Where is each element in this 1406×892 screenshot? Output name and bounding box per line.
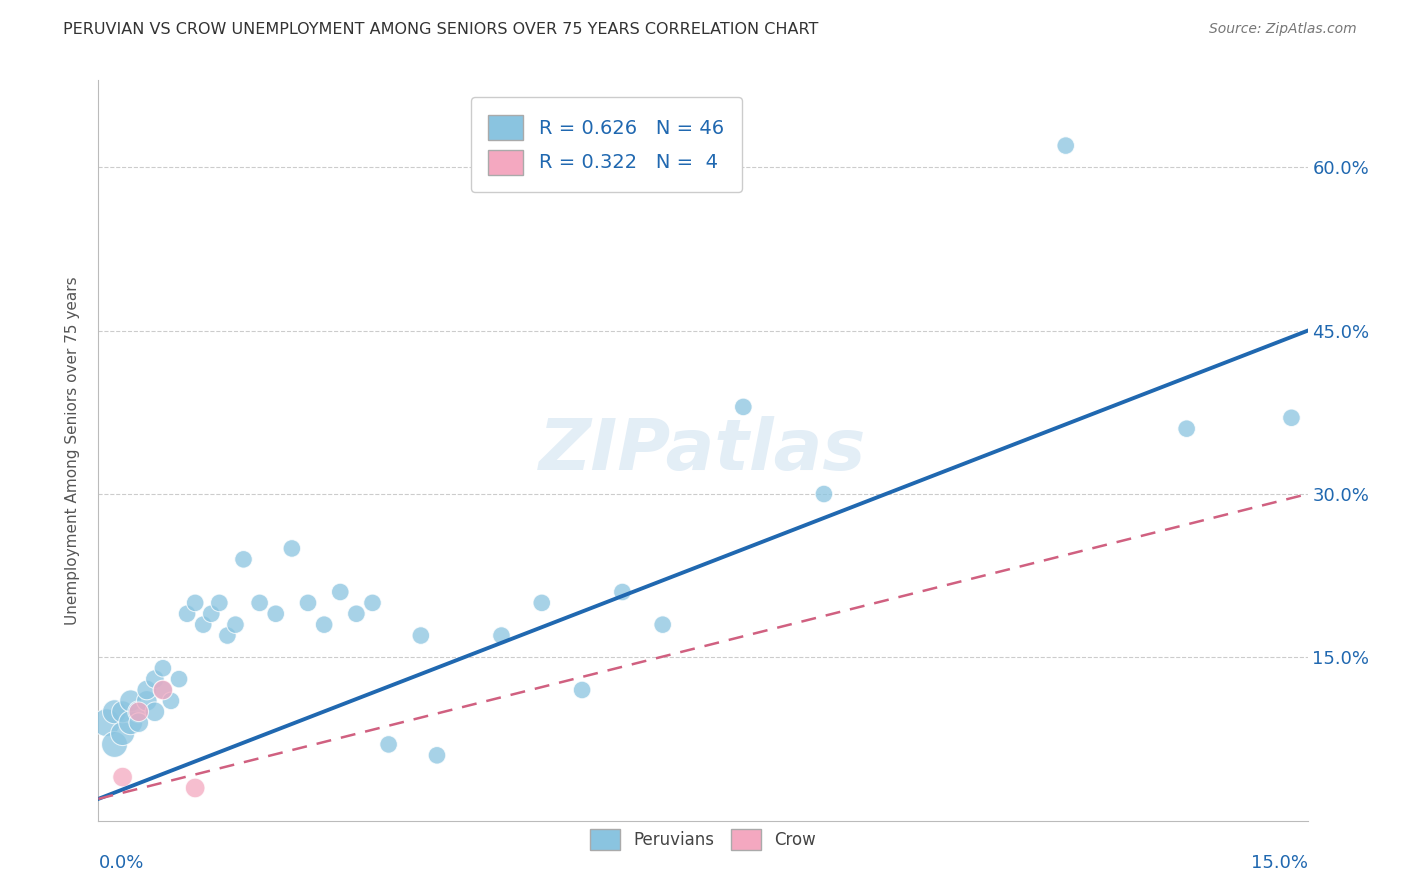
Legend: Peruvians, Crow: Peruvians, Crow — [583, 822, 823, 856]
Point — [160, 694, 183, 708]
Point — [491, 628, 513, 642]
Text: ZIPatlas: ZIPatlas — [540, 416, 866, 485]
Point — [409, 628, 432, 642]
Point — [612, 585, 634, 599]
Point — [103, 705, 125, 719]
Point — [128, 705, 150, 719]
Point — [143, 705, 166, 719]
Point — [208, 596, 231, 610]
Point — [135, 694, 157, 708]
Point — [733, 400, 755, 414]
Point — [361, 596, 384, 610]
Text: Source: ZipAtlas.com: Source: ZipAtlas.com — [1209, 22, 1357, 37]
Point — [571, 683, 593, 698]
Text: PERUVIAN VS CROW UNEMPLOYMENT AMONG SENIORS OVER 75 YEARS CORRELATION CHART: PERUVIAN VS CROW UNEMPLOYMENT AMONG SENI… — [63, 22, 818, 37]
Point — [143, 672, 166, 686]
Point — [314, 617, 336, 632]
Point — [120, 715, 142, 730]
Point — [224, 617, 246, 632]
Point — [281, 541, 304, 556]
Point — [232, 552, 254, 566]
Point — [111, 726, 134, 740]
Point — [426, 748, 449, 763]
Point — [152, 661, 174, 675]
Point — [193, 617, 215, 632]
Point — [135, 683, 157, 698]
Point — [184, 596, 207, 610]
Point — [1281, 410, 1303, 425]
Point — [217, 628, 239, 642]
Point — [651, 617, 673, 632]
Point — [167, 672, 190, 686]
Point — [176, 607, 198, 621]
Point — [1054, 138, 1077, 153]
Point — [200, 607, 222, 621]
Point — [297, 596, 319, 610]
Point — [120, 694, 142, 708]
Text: 0.0%: 0.0% — [98, 854, 143, 872]
Text: 15.0%: 15.0% — [1250, 854, 1308, 872]
Point — [530, 596, 553, 610]
Point — [111, 705, 134, 719]
Point — [128, 705, 150, 719]
Point — [184, 780, 207, 795]
Point — [103, 738, 125, 752]
Point — [111, 770, 134, 784]
Point — [377, 738, 399, 752]
Y-axis label: Unemployment Among Seniors over 75 years: Unemployment Among Seniors over 75 years — [65, 277, 80, 624]
Point — [813, 487, 835, 501]
Point — [128, 715, 150, 730]
Point — [264, 607, 287, 621]
Point — [329, 585, 352, 599]
Point — [152, 683, 174, 698]
Point — [96, 715, 118, 730]
Point — [152, 683, 174, 698]
Point — [249, 596, 271, 610]
Point — [1175, 422, 1198, 436]
Point — [344, 607, 367, 621]
